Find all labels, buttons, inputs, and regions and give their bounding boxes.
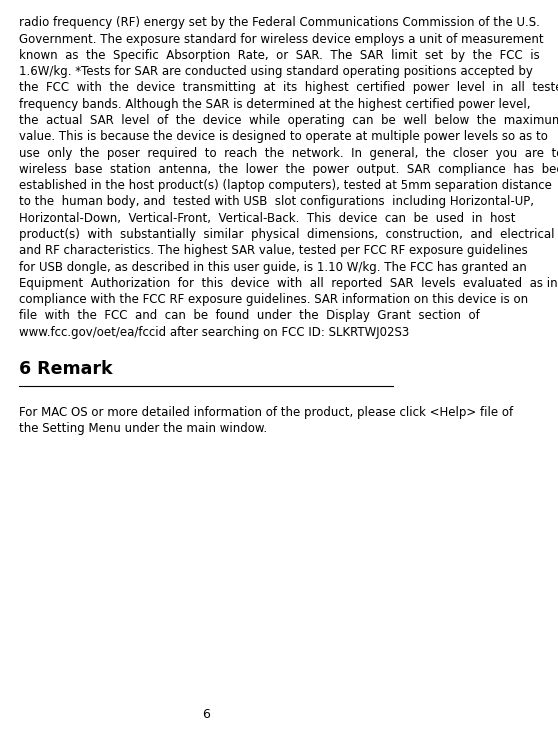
Text: Horizontal-Down,  Vertical-Front,  Vertical-Back.  This  device  can  be  used  : Horizontal-Down, Vertical-Front, Vertica…: [18, 212, 515, 225]
Text: For MAC OS or more detailed information of the product, please click <Help> file: For MAC OS or more detailed information …: [18, 405, 513, 419]
Text: file  with  the  FCC  and  can  be  found  under  the  Display  Grant  section  : file with the FCC and can be found under…: [18, 310, 479, 323]
Text: the  actual  SAR  level  of  the  device  while  operating  can  be  well  below: the actual SAR level of the device while…: [18, 114, 558, 127]
Text: to the  human body, and  tested with USB  slot configurations  including Horizon: to the human body, and tested with USB s…: [18, 195, 533, 209]
Text: www.fcc.gov/oet/ea/fccid after searching on FCC ID: SLKRTWJ02S3: www.fcc.gov/oet/ea/fccid after searching…: [18, 326, 409, 339]
Text: the Setting Menu under the main window.: the Setting Menu under the main window.: [18, 422, 267, 435]
Text: Government. The exposure standard for wireless device employs a unit of measurem: Government. The exposure standard for wi…: [18, 32, 543, 46]
Text: Equipment  Authorization  for  this  device  with  all  reported  SAR  levels  e: Equipment Authorization for this device …: [18, 277, 557, 290]
Text: radio frequency (RF) energy set by the Federal Communications Commission of the : radio frequency (RF) energy set by the F…: [18, 16, 540, 29]
Text: 6 Remark: 6 Remark: [18, 360, 112, 378]
Text: frequency bands. Although the SAR is determined at the highest certified power l: frequency bands. Although the SAR is det…: [18, 98, 530, 111]
Text: 1.6W/kg. *Tests for SAR are conducted using standard operating positions accepte: 1.6W/kg. *Tests for SAR are conducted us…: [18, 65, 532, 78]
Text: value. This is because the device is designed to operate at multiple power level: value. This is because the device is des…: [18, 130, 547, 143]
Text: product(s)  with  substantially  similar  physical  dimensions,  construction,  : product(s) with substantially similar ph…: [18, 228, 554, 241]
Text: compliance with the FCC RF exposure guidelines. SAR information on this device i: compliance with the FCC RF exposure guid…: [18, 293, 528, 306]
Text: wireless  base  station  antenna,  the  lower  the  power  output.  SAR  complia: wireless base station antenna, the lower…: [18, 163, 558, 176]
Text: and RF characteristics. The highest SAR value, tested per FCC RF exposure guidel: and RF characteristics. The highest SAR …: [18, 244, 527, 257]
Text: the  FCC  with  the  device  transmitting  at  its  highest  certified  power  l: the FCC with the device transmitting at …: [18, 81, 558, 94]
Text: known  as  the  Specific  Absorption  Rate,  or  SAR.  The  SAR  limit  set  by : known as the Specific Absorption Rate, o…: [18, 49, 539, 62]
Text: 6: 6: [202, 708, 210, 721]
Text: use  only  the  poser  required  to  reach  the  network.  In  general,  the  cl: use only the poser required to reach the…: [18, 147, 558, 159]
Text: for USB dongle, as described in this user guide, is 1.10 W/kg. The FCC has grant: for USB dongle, as described in this use…: [18, 261, 526, 273]
Text: established in the host product(s) (laptop computers), tested at 5mm separation : established in the host product(s) (lapt…: [18, 179, 551, 192]
